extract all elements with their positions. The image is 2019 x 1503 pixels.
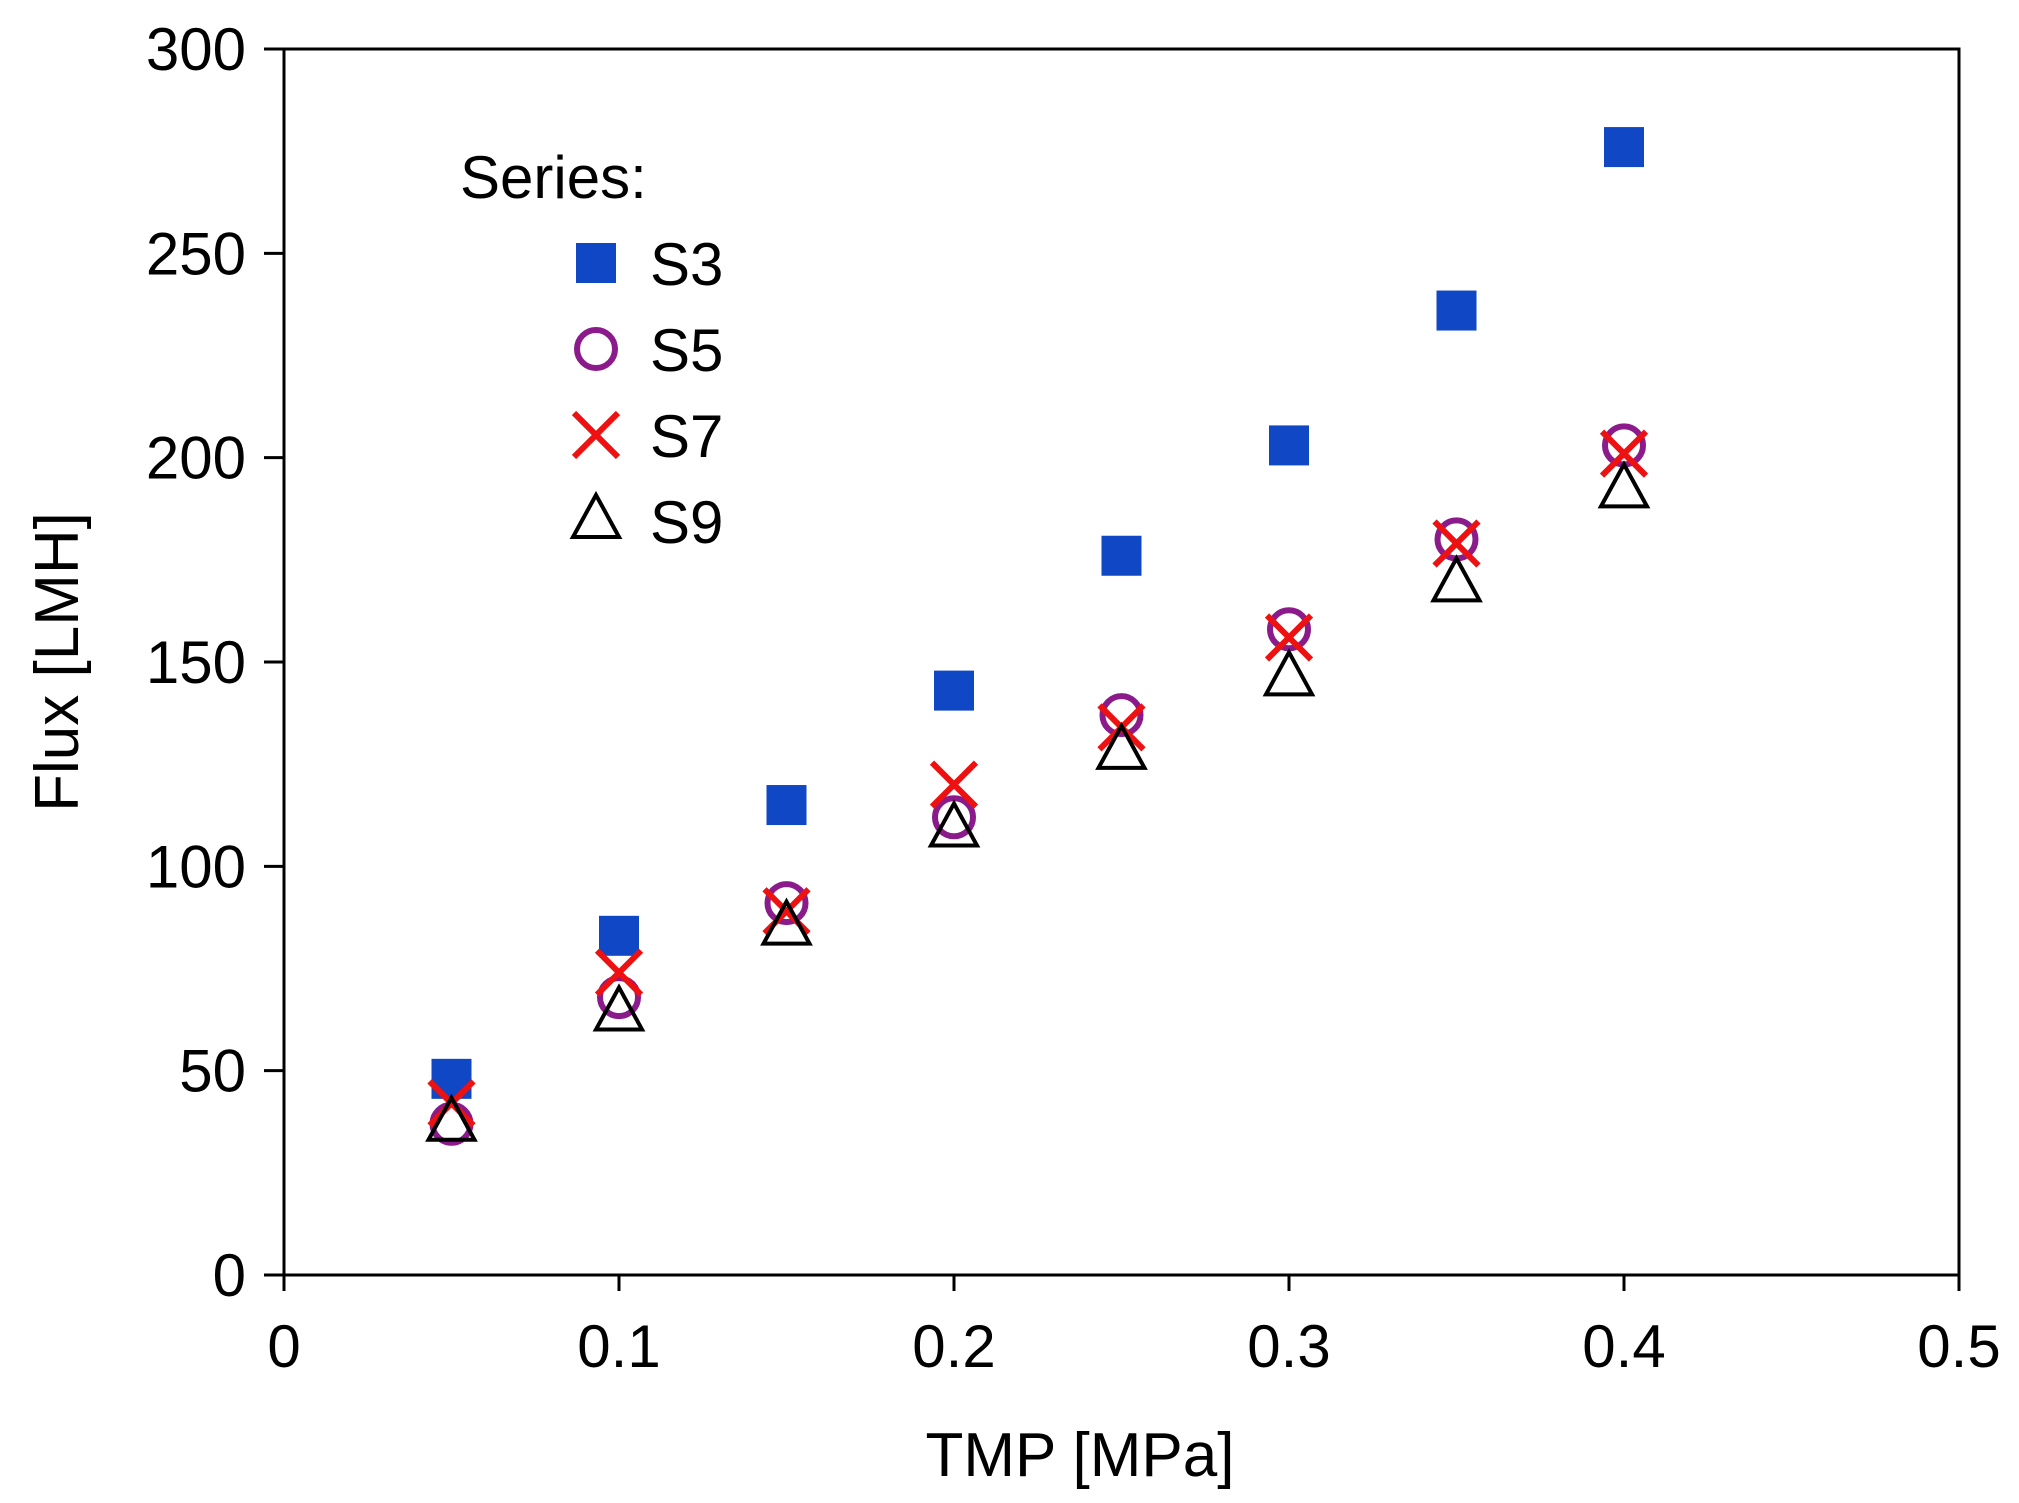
x-marker-stroke: [594, 948, 644, 997]
point-s9-2: [592, 983, 646, 1032]
point-s5-6: [1267, 607, 1311, 652]
point-s3-3: [766, 785, 807, 826]
x-tick-label: 0.2: [912, 1313, 995, 1380]
point-s7-2: [594, 948, 644, 997]
point-s3-6: [1269, 425, 1309, 466]
x-marker-stroke: [571, 410, 621, 460]
legend-label-s9: S9: [650, 489, 723, 556]
point-s7-8: [1599, 429, 1649, 478]
y-tick-label: 100: [146, 833, 246, 900]
y-tick-label: 250: [146, 220, 246, 287]
x-marker-stroke: [427, 1079, 476, 1128]
x-marker-stroke: [1264, 613, 1314, 662]
y-tick-label: 300: [146, 16, 246, 83]
legend-marker-s3: [576, 243, 616, 283]
point-s7-6: [1264, 613, 1314, 662]
point-s9-5: [1095, 721, 1148, 770]
y-axis-ticks: 0 50 100 150 200 250 300: [146, 16, 284, 1309]
point-s9-3: [760, 897, 813, 946]
x-marker-stroke: [929, 760, 979, 809]
legend-marker-s7: [571, 410, 621, 460]
y-axis-title: Flux [LMH]: [23, 512, 92, 812]
x-marker-stroke: [1599, 429, 1649, 478]
point-s5-8: [1602, 423, 1646, 468]
point-s3-4: [934, 670, 974, 711]
y-tick-label: 150: [146, 629, 246, 696]
y-tick-label: 200: [146, 425, 246, 492]
point-s9-4: [927, 799, 981, 848]
point-s3-5: [1101, 535, 1142, 576]
point-s5-4: [932, 795, 976, 840]
x-axis-title: TMP [MPa]: [926, 1421, 1235, 1490]
legend-marker-s5: [574, 327, 618, 371]
legend-title: Series:: [460, 144, 647, 211]
point-s5-2: [597, 975, 641, 1020]
point-s9-7: [1430, 554, 1483, 603]
legend-label-s7: S7: [650, 403, 723, 470]
point-s5-5: [1099, 693, 1144, 738]
series-s5: [429, 423, 1646, 1146]
x-tick-label: 0.1: [577, 1313, 660, 1380]
point-s9-8: [1597, 460, 1651, 509]
series-s9: [425, 460, 1651, 1142]
x-tick-label: 0.5: [1917, 1313, 2000, 1380]
point-s3-7: [1436, 290, 1477, 331]
x-axis-ticks: 0 0.1 0.2 0.3 0.4 0.5: [267, 1275, 2001, 1380]
legend-label-s3: S3: [650, 231, 723, 298]
x-marker-stroke: [1432, 519, 1481, 568]
y-tick-label: 50: [179, 1038, 246, 1105]
point-s3-2: [599, 915, 639, 956]
point-s7-1: [427, 1079, 476, 1128]
y-tick-label: 0: [213, 1242, 246, 1309]
x-tick-label: 0.3: [1247, 1313, 1330, 1380]
plot-frame: [282, 47, 1961, 1277]
legend-label-s5: S5: [650, 317, 723, 384]
point-s9-1: [425, 1093, 478, 1142]
point-s3-8: [1604, 127, 1644, 168]
x-tick-label: 0: [267, 1313, 300, 1380]
point-s5-3: [764, 881, 809, 926]
legend-marker-s9: [569, 490, 623, 539]
point-s7-7: [1432, 519, 1481, 568]
point-s7-4: [929, 760, 979, 809]
data-marks: [425, 127, 1651, 1146]
point-s9-6: [1262, 648, 1316, 697]
legend: Series: S3 S5 S7 S9: [460, 144, 723, 556]
x-tick-label: 0.4: [1582, 1313, 1665, 1380]
